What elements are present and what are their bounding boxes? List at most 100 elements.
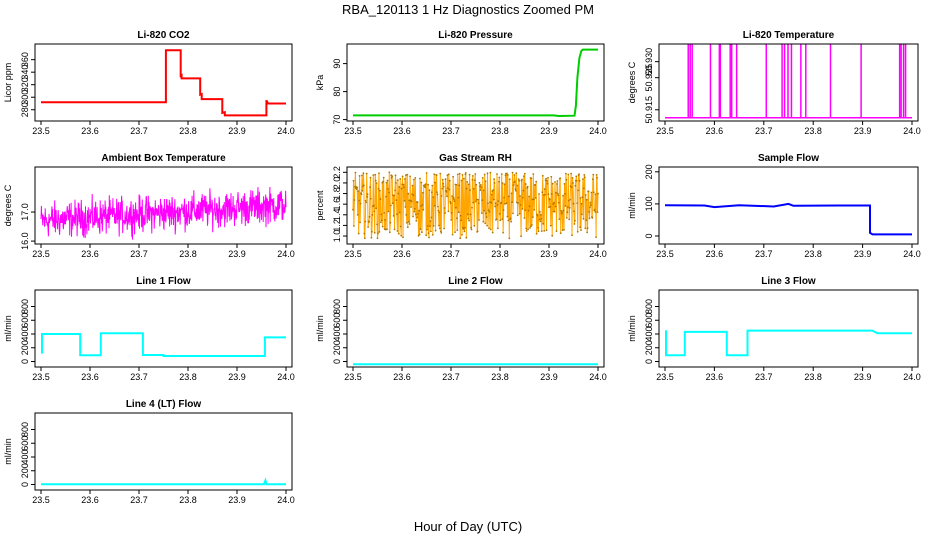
rh-point xyxy=(439,230,442,233)
rh-point xyxy=(422,208,425,211)
rh-point xyxy=(554,181,556,183)
rh-point xyxy=(417,234,420,237)
rh-point xyxy=(516,214,519,217)
rh-point xyxy=(535,232,538,235)
x-tick-label: 23.5 xyxy=(656,126,674,136)
rh-point xyxy=(569,198,571,201)
rh-point xyxy=(507,195,510,198)
rh-point xyxy=(497,227,499,230)
rh-point xyxy=(379,189,381,192)
rh-point xyxy=(534,183,537,186)
rh-point xyxy=(588,217,591,220)
x-tick-label: 23.7 xyxy=(130,126,148,136)
rh-point xyxy=(512,212,514,215)
rh-point xyxy=(406,173,409,176)
rh-point xyxy=(586,231,588,234)
rh-point xyxy=(437,209,440,212)
rh-point xyxy=(359,221,361,224)
x-tick-label: 23.8 xyxy=(179,495,197,505)
x-tick-label: 23.6 xyxy=(706,249,724,259)
rh-point xyxy=(480,186,483,189)
rh-point xyxy=(436,193,439,196)
rh-point xyxy=(384,219,386,221)
rh-point xyxy=(471,179,474,181)
x-tick-label: 23.5 xyxy=(656,249,674,259)
rh-trace xyxy=(352,172,599,239)
rh-point xyxy=(379,198,382,201)
y-tick-label: 200 xyxy=(644,340,654,355)
rh-point xyxy=(585,198,588,201)
rh-point xyxy=(388,171,391,174)
rh-point xyxy=(388,191,390,194)
rh-point xyxy=(428,189,431,192)
rh-point xyxy=(561,229,564,232)
series-line-co2 xyxy=(41,49,286,117)
rh-point xyxy=(532,198,535,201)
rh-point xyxy=(578,173,580,176)
rh-point xyxy=(581,196,584,199)
rh-point xyxy=(374,173,377,176)
y-axis-label: degrees C xyxy=(627,61,637,103)
rh-point xyxy=(530,225,532,228)
x-tick-label: 24.0 xyxy=(903,372,921,382)
rh-point xyxy=(478,182,481,184)
rh-point xyxy=(380,219,383,222)
rh-point xyxy=(422,191,424,194)
rh-point xyxy=(482,220,485,223)
rh-point xyxy=(559,232,562,235)
x-tick-label: 23.6 xyxy=(706,372,724,382)
y-tick-label: 1.2 xyxy=(332,219,342,232)
plot-area xyxy=(665,44,912,119)
rh-point xyxy=(584,194,587,196)
panel-line1_flow: Line 1 Flow 23.5 23.6 23.7 23.8 23.9 24.0 0 2004… xyxy=(3,276,295,382)
x-tick-label: 23.8 xyxy=(179,372,197,382)
rh-point xyxy=(576,202,579,205)
rh-point xyxy=(419,228,422,231)
panel-title: Li-820 Temperature xyxy=(743,30,835,41)
rh-point xyxy=(570,172,572,175)
rh-point xyxy=(413,178,415,181)
rh-point xyxy=(414,213,417,216)
plot-area xyxy=(664,202,912,236)
rh-point xyxy=(434,229,437,232)
x-tick-label: 23.6 xyxy=(393,249,411,259)
rh-point xyxy=(522,196,524,199)
panel-box_temp: Ambient Box Temperature 23.5 23.6 23.7 23.8 2… xyxy=(3,153,295,259)
y-tick-label: 0 xyxy=(644,233,654,238)
rh-point xyxy=(544,179,547,182)
rh-point xyxy=(551,234,554,237)
rh-point xyxy=(405,174,407,177)
rh-point xyxy=(388,231,391,234)
rh-point xyxy=(535,180,538,183)
rh-point xyxy=(357,232,360,235)
panel-title: Gas Stream RH xyxy=(439,153,512,164)
y-tick-label: 1.4 xyxy=(332,209,342,222)
rh-point xyxy=(389,204,392,207)
rh-point xyxy=(472,175,474,177)
rh-point xyxy=(431,233,434,236)
rh-point xyxy=(364,199,367,202)
x-tick-label: 23.7 xyxy=(442,372,460,382)
y-tick-label: 0 xyxy=(20,359,30,364)
rh-point xyxy=(548,206,550,209)
panel-line3_flow: Line 3 Flow 23.5 23.6 23.7 23.8 23.9 24.0 0 2004… xyxy=(627,276,921,382)
rh-point xyxy=(594,211,597,213)
rh-point xyxy=(469,213,472,216)
rh-point xyxy=(466,213,469,216)
rh-point xyxy=(503,196,505,199)
rh-point xyxy=(352,179,355,182)
y-tick-label: 2.0 xyxy=(332,177,342,190)
rh-point xyxy=(362,172,365,175)
y-tick-label: 320 xyxy=(20,77,30,92)
rh-point xyxy=(597,192,599,195)
rh-point xyxy=(433,204,436,207)
rh-point xyxy=(556,183,558,185)
rh-point xyxy=(577,189,580,192)
rh-point xyxy=(364,220,367,223)
rh-point xyxy=(455,183,458,186)
x-tick-label: 23.8 xyxy=(179,126,197,136)
rh-point xyxy=(499,219,502,222)
x-tick-label: 23.7 xyxy=(442,249,460,259)
rh-point xyxy=(359,202,362,205)
x-tick-label: 23.8 xyxy=(179,249,197,259)
